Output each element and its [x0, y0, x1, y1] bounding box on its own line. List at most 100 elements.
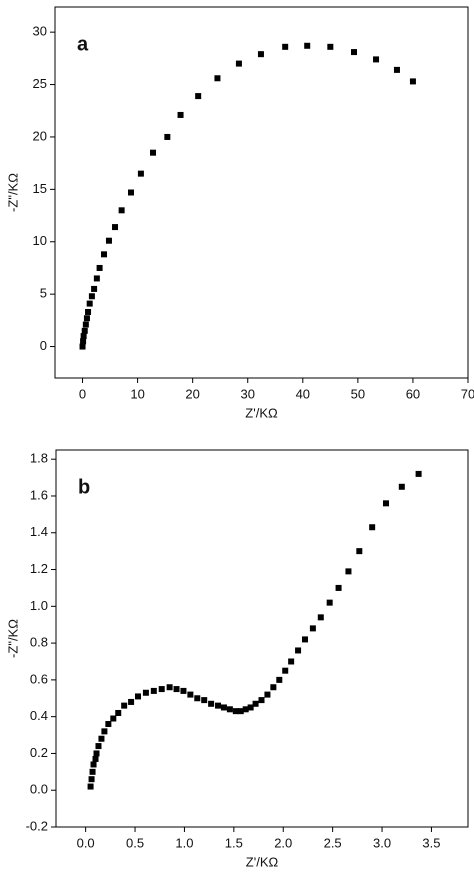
data-point	[282, 43, 289, 50]
data-point	[252, 700, 259, 707]
data-point	[237, 708, 244, 715]
data-point	[87, 783, 94, 790]
data-point	[85, 308, 92, 315]
data-point	[121, 702, 128, 709]
data-point	[96, 264, 103, 271]
data-point	[194, 695, 201, 702]
data-point	[128, 698, 135, 705]
data-point	[150, 149, 157, 156]
data-point	[110, 715, 117, 722]
data-point	[356, 548, 363, 555]
data-point	[345, 568, 352, 575]
data-point	[270, 684, 277, 691]
data-point	[89, 768, 96, 775]
y-axis-label: -Z"/KΩ	[5, 173, 20, 212]
data-point	[326, 599, 333, 606]
y-tick-label: 0.6	[30, 671, 48, 686]
x-tick-label: 0	[79, 386, 86, 401]
data-point	[79, 343, 86, 350]
data-point	[304, 42, 311, 49]
panel-label: a	[77, 33, 89, 55]
data-point	[220, 704, 227, 711]
x-axis-label: Z'/KΩ	[246, 854, 279, 869]
x-tick-label: 70	[461, 386, 474, 401]
data-point	[232, 708, 239, 715]
data-point	[264, 691, 271, 698]
data-point	[317, 614, 324, 621]
x-tick-label: 1.5	[225, 835, 243, 850]
data-point	[180, 687, 187, 694]
data-point	[226, 706, 233, 713]
plot-frame	[54, 6, 469, 379]
data-point	[142, 689, 149, 696]
data-point	[88, 293, 95, 300]
y-tick-label: 30	[33, 24, 47, 39]
data-point	[288, 658, 295, 665]
y-tick-label: 1.4	[30, 524, 48, 539]
x-tick-label: 10	[130, 386, 144, 401]
data-point	[158, 686, 165, 693]
data-point	[127, 189, 134, 196]
data-point	[295, 647, 302, 654]
data-point	[309, 625, 316, 632]
data-point	[137, 170, 144, 177]
panel-label: b	[78, 476, 90, 498]
y-tick-label: 5	[40, 286, 47, 301]
y-tick-label: 0.8	[30, 635, 48, 650]
data-point	[101, 728, 108, 735]
x-tick-label: 30	[240, 386, 254, 401]
y-tick-label: 10	[33, 233, 47, 248]
x-tick-label: 2.0	[274, 835, 292, 850]
data-point	[90, 761, 97, 768]
data-point	[187, 691, 194, 698]
data-point	[105, 721, 112, 728]
data-point	[382, 500, 389, 507]
data-point	[351, 49, 358, 56]
data-point	[105, 237, 112, 244]
data-point	[415, 470, 422, 477]
data-point	[201, 697, 208, 704]
data-point	[91, 285, 98, 292]
y-tick-label: 1.8	[30, 451, 48, 466]
y-tick-label: 0.2	[30, 745, 48, 760]
data-point	[80, 338, 87, 345]
x-tick-label: 40	[296, 386, 310, 401]
x-tick-label: 2.5	[324, 835, 342, 850]
x-tick-label: 50	[351, 386, 365, 401]
data-point	[369, 524, 376, 531]
x-tick-label: 60	[406, 386, 420, 401]
data-point	[215, 702, 222, 709]
y-tick-label: 0	[40, 338, 47, 353]
data-point	[88, 776, 95, 783]
data-point	[393, 66, 400, 73]
y-axis-label: -Z"/KΩ	[5, 619, 20, 658]
plot-frame	[55, 449, 469, 828]
x-tick-label: 3.0	[373, 835, 391, 850]
data-point	[92, 755, 99, 762]
x-tick-label: 0.0	[77, 835, 95, 850]
data-point	[409, 78, 416, 85]
x-axis-label: Z'/KΩ	[245, 405, 278, 420]
data-point	[164, 133, 171, 140]
y-tick-label: 1.6	[30, 487, 48, 502]
data-point	[258, 697, 265, 704]
data-point	[282, 667, 289, 674]
data-point	[98, 735, 105, 742]
data-point	[93, 750, 100, 757]
data-point	[235, 60, 242, 67]
y-tick-label: -0.2	[26, 818, 48, 833]
data-point	[173, 686, 180, 693]
data-point	[257, 51, 264, 58]
data-point	[93, 275, 100, 282]
data-point	[242, 706, 249, 713]
data-point	[135, 693, 142, 700]
y-tick-label: 20	[33, 128, 47, 143]
x-tick-label: 0.5	[126, 835, 144, 850]
data-point	[247, 704, 254, 711]
data-point	[327, 43, 334, 50]
data-point	[301, 636, 308, 643]
x-tick-label: 3.5	[422, 835, 440, 850]
data-point	[82, 321, 89, 328]
data-point	[115, 709, 122, 716]
